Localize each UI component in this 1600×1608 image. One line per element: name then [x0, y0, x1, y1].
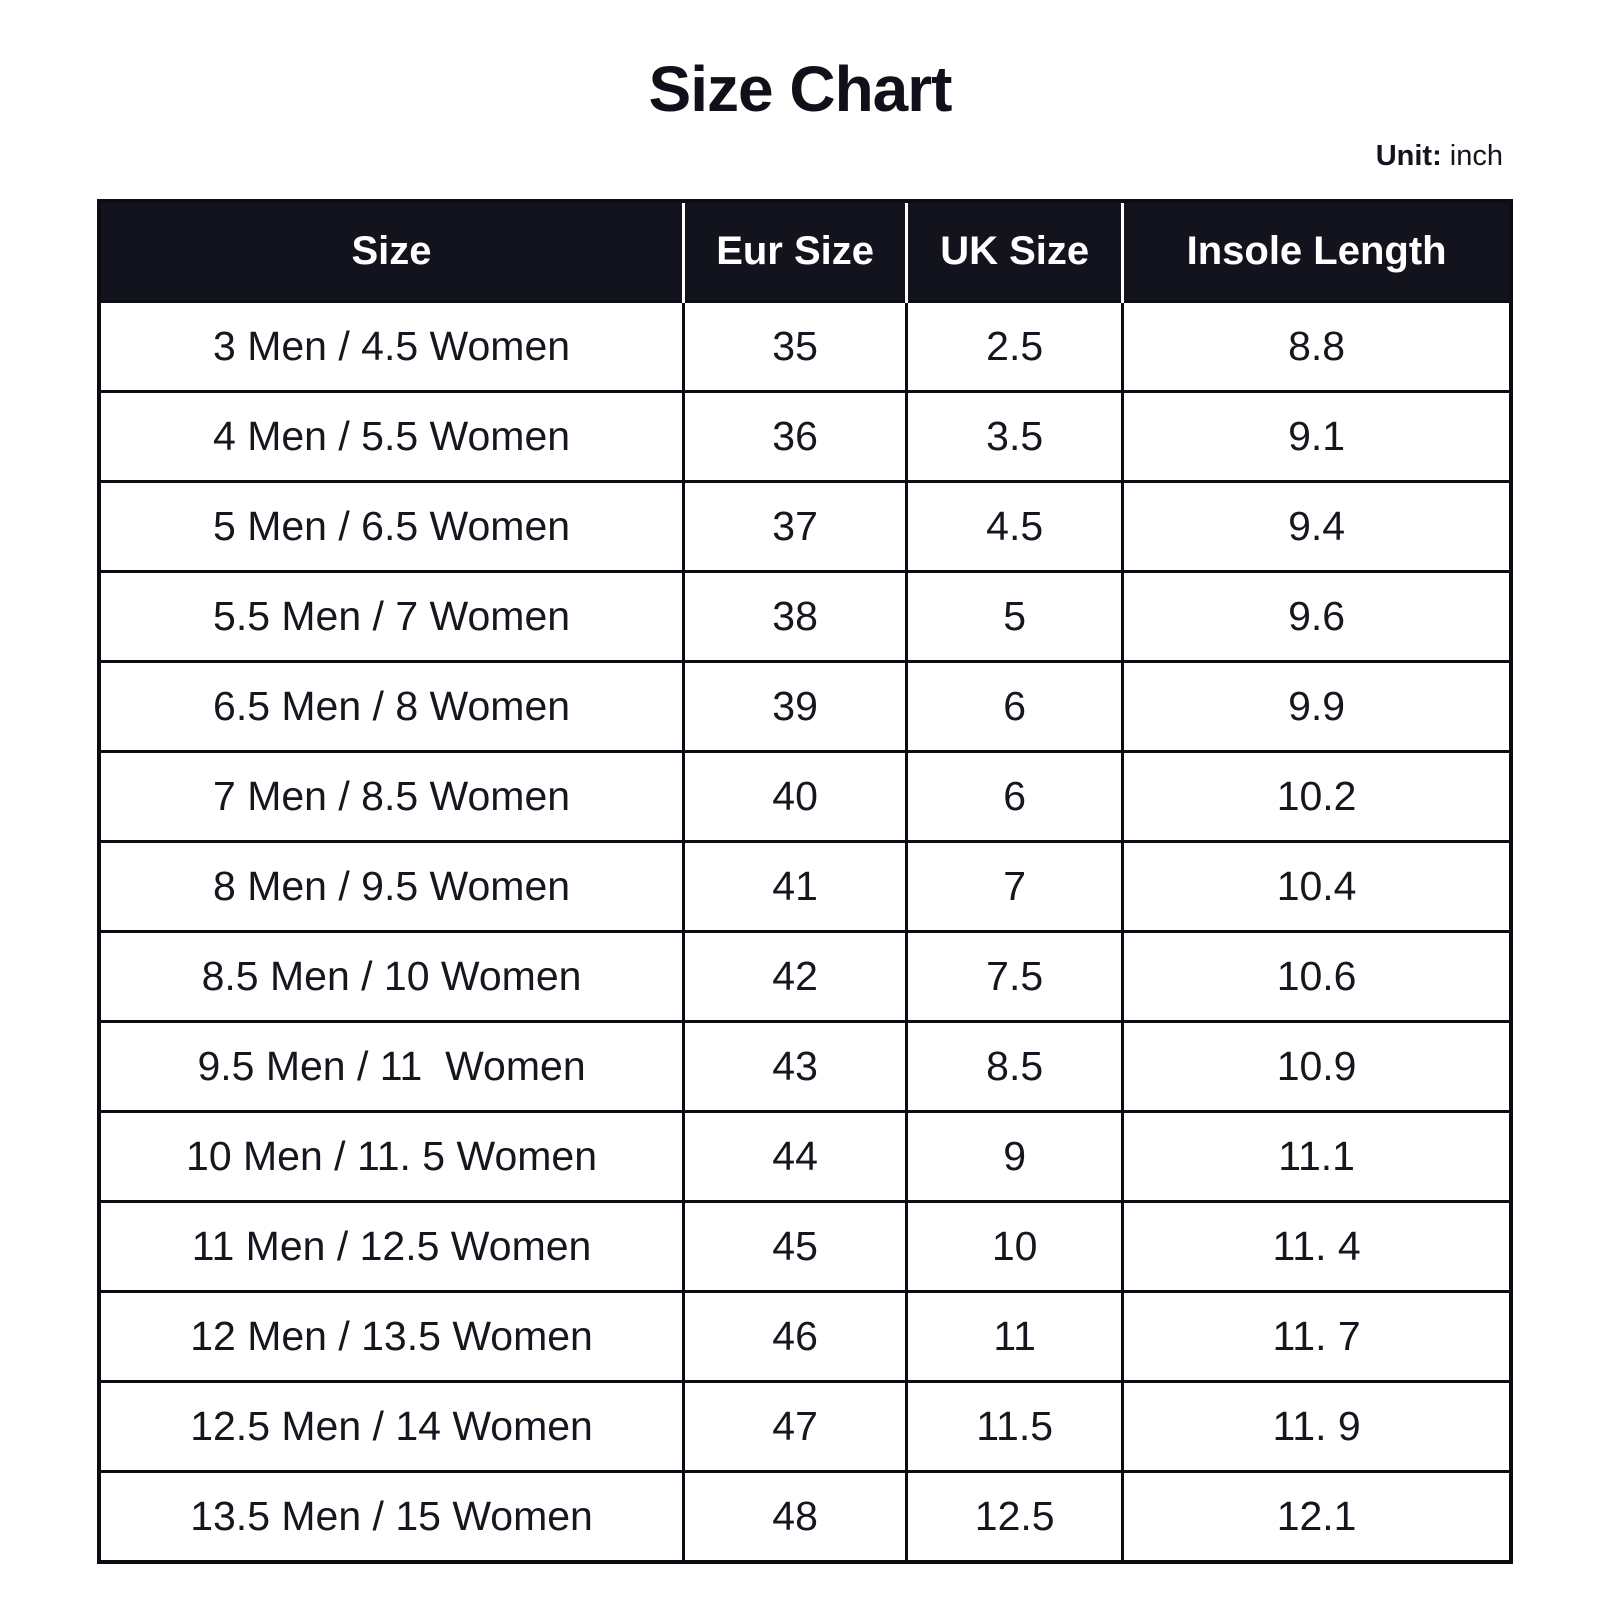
size-cell: 4 Men / 5.5 Women	[97, 390, 686, 484]
unit-spacer	[1442, 140, 1450, 172]
table-row: 6.5 Men / 8 Women 39 6 9.9	[97, 660, 1513, 754]
size-chart-table: Size Eur Size UK Size Insole Length 3 Me…	[97, 199, 1513, 1565]
column-header-eur-size: Eur Size	[683, 201, 909, 302]
eur-size-cell: 37	[682, 480, 909, 574]
uk-size-cell: 10	[905, 1200, 1125, 1294]
eur-size-cell: 36	[682, 390, 909, 484]
insole-length-cell: 10.6	[1121, 930, 1513, 1024]
size-cell: 5 Men / 6.5 Women	[97, 480, 686, 574]
header-row: Size Eur Size UK Size Insole Length	[99, 201, 1511, 302]
table-row: 3 Men / 4.5 Women 35 2.5 8.8	[97, 300, 1513, 394]
insole-length-cell: 9.9	[1121, 660, 1513, 754]
eur-size-cell: 44	[682, 1110, 909, 1204]
insole-length-cell: 10.9	[1121, 1020, 1513, 1114]
table-row: 4 Men / 5.5 Women 36 3.5 9.1	[97, 390, 1513, 484]
table-row: 12 Men / 13.5 Women 46 11 11. 7	[97, 1290, 1513, 1384]
insole-length-cell: 11.1	[1121, 1110, 1513, 1204]
eur-size-cell: 39	[682, 660, 909, 754]
uk-size-cell: 6	[905, 660, 1125, 754]
uk-size-cell: 5	[905, 570, 1125, 664]
size-cell: 3 Men / 4.5 Women	[97, 300, 686, 394]
unit-value: inch	[1449, 140, 1503, 173]
table-row: 9.5 Men / 11 Women 43 8.5 10.9	[97, 1020, 1513, 1114]
size-cell: 10 Men / 11. 5 Women	[97, 1110, 686, 1204]
insole-length-cell: 10.2	[1121, 750, 1513, 844]
unit-label: Unit:	[1375, 140, 1442, 173]
table-row: 11 Men / 12.5 Women 45 10 11. 4	[97, 1200, 1513, 1294]
insole-length-cell: 9.4	[1121, 480, 1513, 574]
insole-length-cell: 8.8	[1121, 300, 1513, 394]
eur-size-cell: 38	[682, 570, 909, 664]
table-row: 12.5 Men / 14 Women 47 11.5 11. 9	[97, 1380, 1513, 1474]
table-row: 5 Men / 6.5 Women 37 4.5 9.4	[97, 480, 1513, 574]
uk-size-cell: 11.5	[905, 1380, 1125, 1474]
page-title: Size Chart	[648, 53, 953, 125]
table-row: 8.5 Men / 10 Women 42 7.5 10.6	[97, 930, 1513, 1024]
eur-size-cell: 46	[682, 1290, 909, 1384]
uk-size-cell: 12.5	[905, 1470, 1125, 1564]
uk-size-cell: 8.5	[905, 1020, 1125, 1114]
size-cell: 6.5 Men / 8 Women	[97, 660, 686, 754]
insole-length-cell: 9.6	[1121, 570, 1513, 664]
eur-size-cell: 45	[682, 1200, 909, 1294]
table-row: 7 Men / 8.5 Women 40 6 10.2	[97, 750, 1513, 844]
uk-size-cell: 9	[905, 1110, 1125, 1204]
table-row: 10 Men / 11. 5 Women 44 9 11.1	[97, 1110, 1513, 1204]
uk-size-cell: 3.5	[905, 390, 1125, 484]
size-cell: 5.5 Men / 7 Women	[97, 570, 686, 664]
insole-length-cell: 10.4	[1121, 840, 1513, 934]
insole-length-cell: 11. 9	[1121, 1380, 1513, 1474]
unit-annotation: Unit: inch	[97, 140, 1513, 173]
size-cell: 9.5 Men / 11 Women	[97, 1020, 686, 1114]
column-header-size: Size	[99, 201, 686, 302]
size-cell: 11 Men / 12.5 Women	[97, 1200, 686, 1294]
eur-size-cell: 43	[682, 1020, 909, 1114]
size-cell: 8.5 Men / 10 Women	[97, 930, 686, 1024]
table-row: 8 Men / 9.5 Women 41 7 10.4	[97, 840, 1513, 934]
uk-size-cell: 7	[905, 840, 1125, 934]
table-row: 5.5 Men / 7 Women 38 5 9.6	[97, 570, 1513, 664]
eur-size-cell: 47	[682, 1380, 909, 1474]
insole-length-cell: 9.1	[1121, 390, 1513, 484]
column-header-insole-length: Insole Length	[1122, 201, 1511, 302]
size-cell: 7 Men / 8.5 Women	[97, 750, 686, 844]
insole-length-cell: 12.1	[1121, 1470, 1513, 1564]
eur-size-cell: 35	[682, 300, 909, 394]
column-header-uk-size: UK Size	[906, 201, 1125, 302]
size-cell: 12.5 Men / 14 Women	[97, 1380, 686, 1474]
eur-size-cell: 42	[682, 930, 909, 1024]
size-cell: 8 Men / 9.5 Women	[97, 840, 686, 934]
uk-size-cell: 7.5	[905, 930, 1125, 1024]
uk-size-cell: 6	[905, 750, 1125, 844]
eur-size-cell: 40	[682, 750, 909, 844]
insole-length-cell: 11. 7	[1121, 1290, 1513, 1384]
uk-size-cell: 2.5	[905, 300, 1125, 394]
eur-size-cell: 41	[682, 840, 909, 934]
eur-size-cell: 48	[682, 1470, 909, 1564]
insole-length-cell: 11. 4	[1121, 1200, 1513, 1294]
table-row: 13.5 Men / 15 Women 48 12.5 12.1	[97, 1470, 1513, 1564]
size-cell: 13.5 Men / 15 Women	[97, 1470, 686, 1564]
uk-size-cell: 4.5	[905, 480, 1125, 574]
uk-size-cell: 11	[905, 1290, 1125, 1384]
size-cell: 12 Men / 13.5 Women	[97, 1290, 686, 1384]
